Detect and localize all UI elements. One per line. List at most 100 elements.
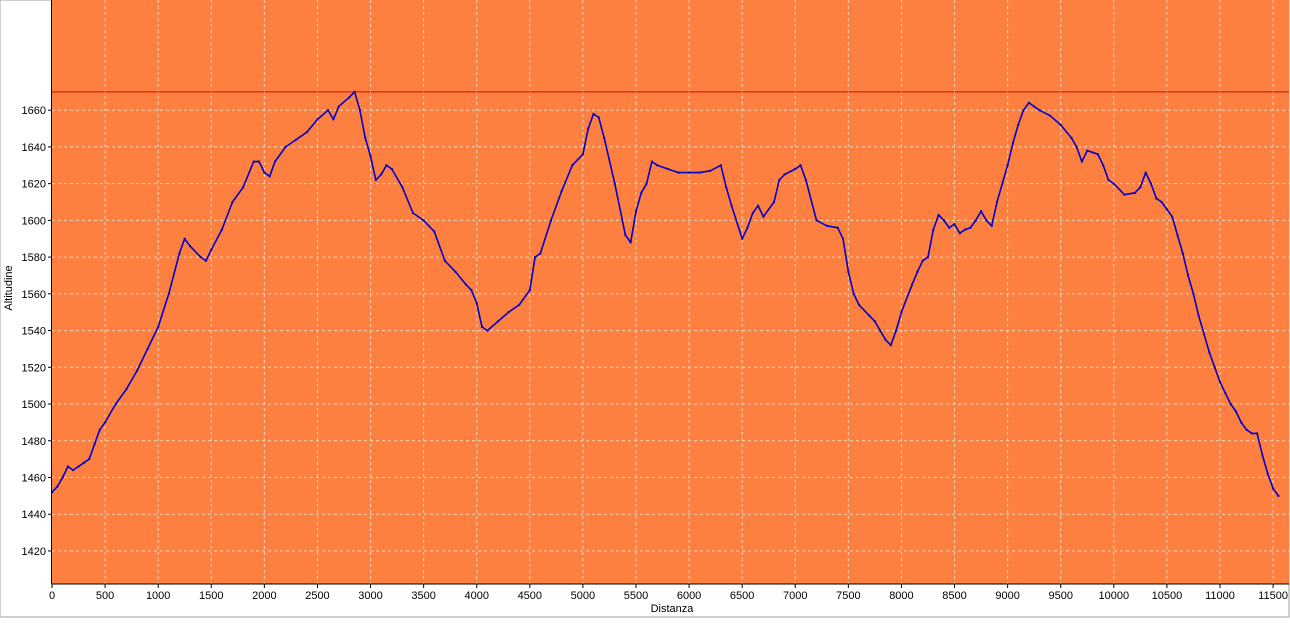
y-tick-label: 1640 bbox=[22, 142, 46, 154]
x-tick-label: 8500 bbox=[942, 590, 966, 602]
data-point bbox=[1245, 428, 1248, 431]
data-point bbox=[879, 329, 882, 332]
data-point bbox=[613, 182, 616, 185]
x-tick-label: 10500 bbox=[1152, 590, 1183, 602]
data-point bbox=[353, 90, 356, 93]
data-point bbox=[730, 204, 733, 207]
data-point bbox=[539, 252, 542, 255]
data-point bbox=[645, 182, 648, 185]
x-tick-label: 11500 bbox=[1258, 590, 1288, 602]
x-tick-label: 0 bbox=[49, 590, 55, 602]
y-tick-label: 1620 bbox=[22, 179, 46, 191]
data-point bbox=[1070, 136, 1073, 139]
series-markers bbox=[51, 90, 1280, 497]
data-point bbox=[443, 259, 446, 262]
data-point bbox=[1203, 333, 1206, 336]
data-point bbox=[698, 171, 701, 174]
data-point bbox=[412, 212, 415, 215]
data-point bbox=[1250, 432, 1253, 435]
data-point bbox=[189, 245, 192, 248]
data-point bbox=[1149, 182, 1152, 185]
x-tick-label: 10000 bbox=[1099, 590, 1130, 602]
data-point bbox=[757, 204, 760, 207]
data-point bbox=[836, 226, 839, 229]
data-point bbox=[475, 302, 478, 305]
data-point bbox=[77, 465, 80, 468]
data-point bbox=[534, 256, 537, 259]
data-point bbox=[273, 160, 276, 163]
data-point bbox=[857, 303, 860, 306]
data-point bbox=[964, 228, 967, 231]
data-point bbox=[1213, 366, 1216, 369]
x-tick-label: 6500 bbox=[730, 590, 754, 602]
data-point bbox=[305, 131, 308, 134]
y-axis-ticks: 1420 1440 1460 1480 1500 1520 1540 1560 1580 1600… bbox=[22, 105, 52, 558]
data-point bbox=[783, 173, 786, 176]
data-point bbox=[1080, 160, 1083, 163]
data-point bbox=[1123, 193, 1126, 196]
data-point bbox=[518, 303, 521, 306]
data-point bbox=[1033, 105, 1036, 108]
data-point bbox=[348, 96, 351, 99]
data-point bbox=[1208, 351, 1211, 354]
data-point bbox=[969, 226, 972, 229]
data-point bbox=[1059, 123, 1062, 126]
x-tick-label: 3000 bbox=[358, 590, 382, 602]
data-point bbox=[114, 403, 117, 406]
data-point bbox=[762, 215, 765, 218]
data-point bbox=[1139, 186, 1142, 189]
data-point bbox=[1006, 164, 1009, 167]
data-point bbox=[125, 388, 128, 391]
data-point bbox=[295, 138, 298, 141]
data-point bbox=[88, 458, 91, 461]
x-tick-label: 5000 bbox=[571, 590, 595, 602]
data-point bbox=[157, 325, 160, 328]
data-point bbox=[199, 256, 202, 259]
x-tick-label: 500 bbox=[96, 590, 114, 602]
data-point bbox=[401, 186, 404, 189]
y-axis-label: Altitudine bbox=[3, 265, 15, 310]
data-point bbox=[677, 171, 680, 174]
data-point bbox=[1134, 191, 1137, 194]
data-point bbox=[746, 226, 749, 229]
data-point bbox=[1181, 252, 1184, 255]
data-point bbox=[1229, 403, 1232, 406]
data-point bbox=[220, 228, 223, 231]
data-point bbox=[433, 230, 436, 233]
data-point bbox=[1266, 472, 1269, 475]
data-point bbox=[990, 224, 993, 227]
y-tick-label: 1440 bbox=[22, 509, 46, 521]
data-point bbox=[380, 173, 383, 176]
y-tick-label: 1460 bbox=[22, 472, 46, 484]
data-point bbox=[1224, 392, 1227, 395]
data-point bbox=[1277, 494, 1280, 497]
data-point bbox=[1234, 410, 1237, 413]
data-point bbox=[252, 160, 255, 163]
data-point bbox=[937, 213, 940, 216]
data-point bbox=[719, 164, 722, 167]
data-point bbox=[327, 109, 330, 112]
grid-lines bbox=[52, 0, 1289, 584]
data-point bbox=[799, 164, 802, 167]
data-point bbox=[82, 461, 85, 464]
data-point bbox=[592, 112, 595, 115]
data-point bbox=[921, 259, 924, 262]
data-point bbox=[268, 175, 271, 178]
x-tick-label: 3500 bbox=[411, 590, 435, 602]
data-point bbox=[741, 237, 744, 240]
data-point bbox=[1176, 234, 1179, 237]
data-point bbox=[258, 160, 261, 163]
data-point bbox=[852, 292, 855, 295]
data-point bbox=[815, 219, 818, 222]
data-point bbox=[1160, 201, 1163, 204]
y-tick-label: 1600 bbox=[22, 215, 46, 227]
data-point bbox=[385, 164, 388, 167]
data-point bbox=[1256, 432, 1259, 435]
data-point bbox=[104, 421, 107, 424]
data-point bbox=[1192, 292, 1195, 295]
x-tick-label: 6000 bbox=[677, 590, 701, 602]
data-point bbox=[778, 178, 781, 181]
data-point bbox=[332, 118, 335, 121]
x-axis-ticks: 0 500 1000 1500 2000 2500 3000 3500 4000 4500 5000… bbox=[49, 584, 1288, 602]
